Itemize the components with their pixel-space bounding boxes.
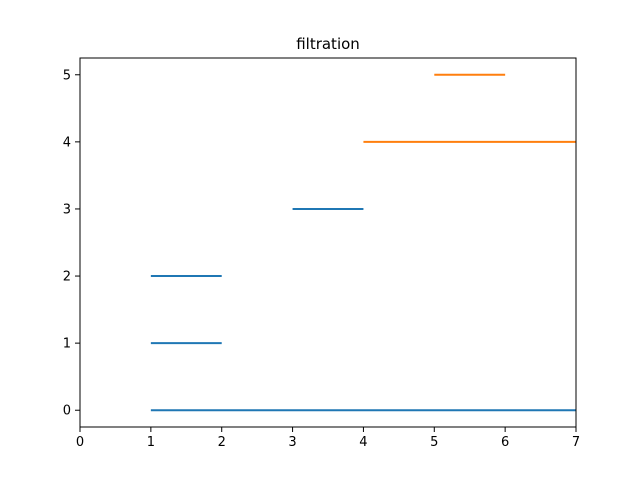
x-tick-label-4: 4 — [359, 435, 367, 450]
x-tick-label-2: 2 — [218, 435, 226, 450]
chart-title: filtration — [296, 35, 360, 53]
y-tick-label-2: 2 — [63, 270, 71, 285]
x-tick-label-0: 0 — [76, 435, 84, 450]
y-tick-label-5: 5 — [63, 68, 71, 83]
axes-layer: 0 1 2 3 4 5 6 7 0 1 2 3 4 5 — [63, 57, 580, 450]
x-tick-label-3: 3 — [288, 435, 296, 450]
x-tick-label-1: 1 — [147, 435, 155, 450]
segments-group — [150, 73, 576, 412]
y-tick-label-0: 0 — [63, 404, 71, 419]
x-tick-label-5: 5 — [430, 435, 438, 450]
y-tick-label-1: 1 — [63, 337, 71, 352]
y-tick-label-3: 3 — [63, 202, 71, 217]
plot-frame — [79, 57, 577, 428]
x-tick-label-7: 7 — [572, 435, 580, 450]
y-tick-label-4: 4 — [63, 135, 71, 150]
plot-layer — [150, 73, 576, 412]
x-tick-label-6: 6 — [501, 435, 509, 450]
